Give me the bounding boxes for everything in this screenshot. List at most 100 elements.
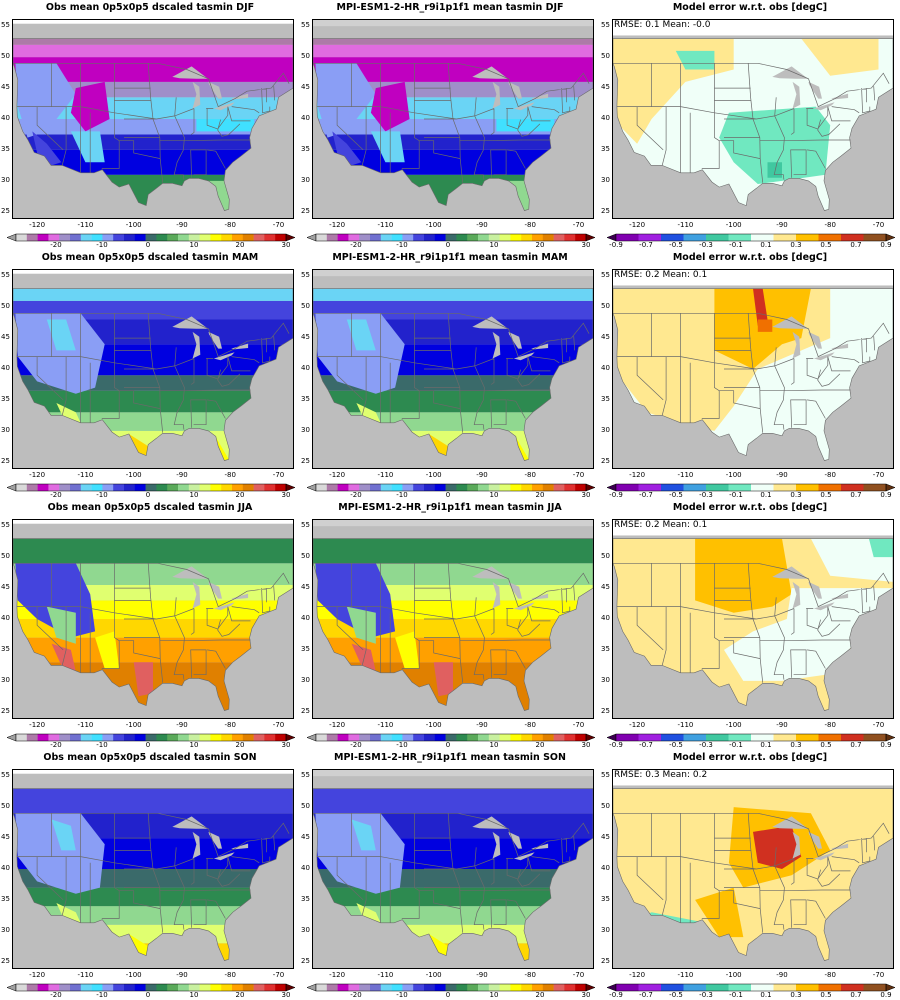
- colorbar-swatch: [751, 234, 774, 241]
- colorbar-swatch: [434, 484, 446, 491]
- colorbar-swatch: [728, 984, 752, 991]
- no-data-band: [313, 270, 593, 277]
- colorbar-swatch: [337, 484, 349, 491]
- lon-tick-label: -120: [29, 221, 46, 229]
- lat-tick-label: 55: [601, 521, 610, 530]
- colorbar-svg: [306, 233, 596, 242]
- colorbar-arrow-high: [585, 483, 596, 492]
- colorbar-tick-label: 0: [145, 991, 151, 999]
- map-canvas: [313, 520, 593, 718]
- colorbar-tick-label: 0.9: [880, 491, 892, 499]
- colorbar-swatch: [232, 734, 244, 741]
- field-region: [56, 903, 81, 923]
- colorbar-swatch: [167, 234, 179, 241]
- colorbar-svg: [606, 733, 896, 742]
- colorbar-tick-label: -0.5: [669, 491, 683, 499]
- lon-tick-label: -80: [824, 221, 836, 229]
- colorbar-swatch: [221, 734, 233, 741]
- map-canvas: [13, 770, 293, 968]
- lon-tick-label: -70: [872, 471, 885, 479]
- colorbar-swatch: [841, 734, 864, 741]
- colorbar-swatch: [124, 984, 136, 991]
- lat-tick-label: 25: [601, 456, 610, 465]
- great-lake: [813, 102, 835, 111]
- field-region: [767, 162, 782, 178]
- lat-tick-label: 50: [301, 802, 310, 811]
- great-lake: [513, 352, 535, 361]
- map-frame: [12, 769, 294, 969]
- colorbar-svg: [6, 233, 296, 242]
- lat-tick-label: 55: [301, 271, 310, 280]
- colorbar-swatch: [478, 734, 490, 741]
- great-lake: [192, 331, 201, 359]
- great-lake: [508, 331, 522, 349]
- colorbar: [306, 733, 596, 745]
- field-region: [46, 319, 76, 351]
- colorbar-tick-label: 0: [145, 491, 151, 499]
- colorbar-tick-label: -10: [96, 241, 108, 249]
- colorbar-swatch: [564, 234, 576, 241]
- lon-tick-label: -100: [725, 721, 742, 729]
- lon-tick-label: -120: [629, 971, 646, 979]
- colorbar-swatch: [134, 734, 146, 741]
- lat-tick-label: 45: [301, 583, 310, 592]
- colorbar-swatch: [348, 234, 360, 241]
- colorbar-swatch: [661, 234, 684, 241]
- colorbar-frame: [615, 733, 887, 742]
- colorbar-swatch: [510, 484, 522, 491]
- colorbar-swatch: [359, 734, 371, 741]
- lon-tick-label: -70: [272, 471, 285, 479]
- colorbar-arrow-low: [606, 733, 617, 742]
- colorbar-tick-label: -20: [350, 491, 362, 499]
- colorbar-tick-label: 10: [489, 991, 499, 999]
- colorbar-swatch: [113, 734, 125, 741]
- colorbar-svg: [606, 483, 896, 492]
- no-data-band: [313, 20, 593, 27]
- colorbar-swatch: [391, 734, 403, 741]
- colorbar-swatch: [199, 234, 211, 241]
- colorbar-swatch: [424, 234, 436, 241]
- error-stats: RMSE: 0.1 Mean: -0.0: [614, 20, 711, 30]
- great-lake: [492, 581, 501, 609]
- map-frame: RMSE: 0.2 Mean: 0.1: [612, 269, 894, 469]
- no-data-band: [313, 770, 593, 777]
- great-lake: [208, 331, 222, 349]
- colorbar-tick-label: 30: [581, 741, 591, 749]
- colorbar-swatch: [424, 484, 436, 491]
- no-data-band: [613, 20, 893, 36]
- colorbar-swatch: [380, 734, 392, 741]
- colorbar-swatch: [499, 734, 511, 741]
- lon-tick-label: -80: [224, 721, 236, 729]
- colorbar-swatch: [145, 984, 157, 991]
- colorbar-swatch: [434, 984, 446, 991]
- lat-tick-label: 55: [301, 771, 310, 780]
- map-canvas: [13, 20, 293, 218]
- colorbar-swatch: [145, 484, 157, 491]
- colorbar-swatch: [91, 734, 103, 741]
- great-lake: [813, 852, 835, 861]
- colorbar-swatch: [199, 734, 211, 741]
- colorbar-swatch: [706, 234, 729, 241]
- colorbar-tick-label: -20: [50, 491, 62, 499]
- map-canvas: [613, 20, 893, 218]
- great-lake: [213, 602, 235, 611]
- lat-tick-label: 25: [1, 206, 10, 215]
- lon-tick-label: -90: [776, 471, 788, 479]
- colorbar-swatch: [316, 484, 328, 491]
- lon-tick-label: -80: [524, 721, 536, 729]
- lon-tick-label: -90: [176, 471, 188, 479]
- map-canvas: [613, 520, 893, 718]
- colorbar-swatch: [391, 984, 403, 991]
- field-region: [724, 588, 893, 681]
- colorbar-swatch: [326, 984, 338, 991]
- colorbar-tick-label: 0.3: [790, 991, 802, 999]
- panel-title: Model error w.r.t. obs [degC]: [672, 752, 828, 763]
- colorbar-swatch: [542, 484, 554, 491]
- lon-tick-label: -70: [572, 721, 585, 729]
- colorbar-swatch: [863, 984, 887, 991]
- field-region: [719, 106, 831, 184]
- coastline: [313, 288, 593, 461]
- colorbar-swatch: [348, 484, 360, 491]
- colorbar-swatch: [80, 984, 92, 991]
- lon-tick-label: -90: [776, 721, 788, 729]
